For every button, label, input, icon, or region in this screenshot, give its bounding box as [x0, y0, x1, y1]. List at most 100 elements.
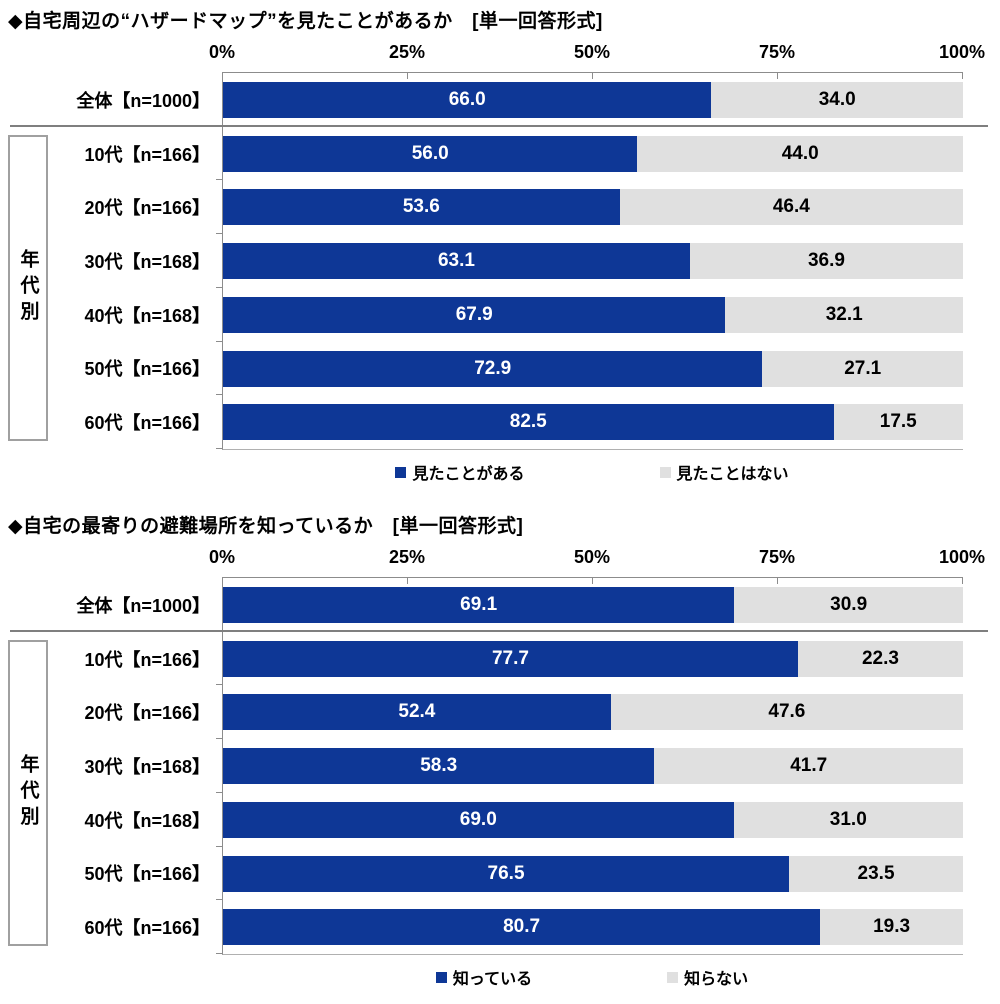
bar-segment-primary: 77.7 [223, 640, 798, 677]
legend: 見たことがある 見たことはない [222, 460, 962, 484]
separator-line [10, 630, 988, 632]
legend-swatch [435, 971, 447, 983]
chart-hazard-map-awareness: ◆自宅周辺の“ハザードマップ”を見たことがあるか [単一回答形式] 0% 25% 5… [0, 0, 1000, 500]
row-label: 20代【n=166】 [84, 198, 210, 219]
stacked-bar: 52.4 47.6 [223, 694, 963, 731]
legend-swatch [659, 466, 671, 478]
stacked-bar: 58.3 41.7 [223, 748, 963, 785]
bar-row: 全体【n=1000】 66.0 34.0 [76, 73, 963, 127]
group-label: 年代別 [17, 754, 39, 832]
category-axis-stub [216, 286, 223, 288]
bar-row: 60代【n=166】 82.5 17.5 [84, 395, 963, 449]
plot-area: 全体【n=1000】 66.0 34.0 10代【n=166】 56.0 44.0 20代【… [76, 72, 963, 450]
row-label: 20代【n=166】 [84, 703, 210, 724]
row-label: 10代【n=166】 [84, 649, 210, 670]
bar-value-label: 44.0 [781, 142, 819, 164]
bar-value-label: 36.9 [807, 250, 845, 272]
axis-tick-label: 100% [938, 42, 986, 62]
stacked-bar: 72.9 27.1 [223, 350, 963, 387]
legend-item: 見たことがある [395, 460, 525, 484]
stacked-bar: 56.0 44.0 [223, 135, 963, 172]
legend-item: 知っている [435, 965, 532, 989]
bar-value-label: 76.5 [487, 862, 525, 884]
bar-segment-secondary: 44.0 [637, 135, 963, 172]
bar-row: 40代【n=168】 67.9 32.1 [84, 288, 963, 342]
legend-label: 知らない [684, 971, 749, 988]
bar-value-label: 80.7 [503, 916, 541, 938]
x-axis-labels: 0% 25% 50% 75% 100% [209, 42, 985, 66]
bar-segment-secondary: 47.6 [610, 694, 963, 731]
axis-tick [962, 578, 963, 584]
bar-segment-primary: 53.6 [223, 189, 620, 226]
bar-segment-secondary: 23.5 [789, 855, 963, 892]
stacked-bar: 80.7 19.3 [223, 909, 963, 946]
bar-row: 10代【n=166】 56.0 44.0 [84, 127, 963, 181]
bar-value-label: 52.4 [398, 701, 436, 723]
bar-value-label: 47.6 [768, 701, 806, 723]
bar-value-label: 82.5 [509, 411, 547, 433]
bar-segment-secondary: 30.9 [734, 587, 963, 623]
axis-tick [962, 73, 963, 79]
bar-segment-primary: 72.9 [223, 350, 763, 387]
row-label: 60代【n=166】 [84, 413, 210, 434]
bar-value-label: 34.0 [818, 89, 856, 110]
bar-value-label: 56.0 [411, 142, 449, 164]
bar-row: 60代【n=166】 80.7 19.3 [84, 900, 963, 954]
bar-value-label: 22.3 [861, 647, 899, 669]
bar-segment-primary: 69.0 [223, 801, 734, 838]
axis-tick [592, 73, 593, 79]
bar-row: 30代【n=168】 63.1 36.9 [84, 234, 963, 288]
bar-segment-secondary: 27.1 [762, 350, 963, 387]
axis-tick [407, 578, 408, 584]
axis-tick-label: 75% [758, 547, 796, 567]
group-label-box: 年代別 [8, 135, 48, 441]
stacked-bar: 82.5 17.5 [223, 404, 963, 441]
bar-value-label: 66.0 [448, 89, 486, 110]
row-label: 40代【n=168】 [84, 810, 210, 831]
bar-segment-secondary: 19.3 [820, 909, 963, 946]
chart-title: ◆自宅周辺の“ハザードマップ”を見たことがあるか [単一回答形式] [8, 11, 603, 32]
axis-tick-label: 50% [573, 42, 611, 62]
category-axis-stub [216, 233, 223, 235]
bar-value-label: 53.6 [402, 196, 440, 218]
group-label: 年代別 [17, 249, 39, 327]
axis-tick-label: 25% [388, 42, 426, 62]
category-axis-stub [216, 845, 223, 847]
axis-tick-label: 0% [208, 42, 236, 62]
category-axis-stub [216, 340, 223, 342]
bar-segment-primary: 76.5 [223, 855, 790, 892]
bar-segment-primary: 67.9 [223, 296, 726, 333]
bar-value-label: 41.7 [790, 755, 828, 777]
group-label-box: 年代別 [8, 640, 48, 946]
bar-segment-secondary: 41.7 [654, 748, 963, 785]
row-label: 60代【n=166】 [84, 918, 210, 939]
bar-value-label: 30.9 [830, 594, 868, 615]
row-label: 全体【n=1000】 [76, 595, 210, 616]
bar-segment-secondary: 46.4 [619, 189, 963, 226]
bar-value-label: 31.0 [829, 808, 867, 830]
axis-tick [777, 578, 778, 584]
bar-segment-primary: 80.7 [223, 909, 821, 946]
bar-segment-primary: 69.1 [223, 587, 735, 623]
plot-area: 全体【n=1000】 69.1 30.9 10代【n=166】 77.7 22.3 20代【… [76, 577, 963, 955]
bar-segment-primary: 58.3 [223, 748, 655, 785]
bar-value-label: 19.3 [873, 916, 911, 938]
category-axis-stub [216, 738, 223, 740]
bar-value-label: 17.5 [879, 411, 917, 433]
axis-tick-label: 75% [758, 42, 796, 62]
axis-tick-label: 25% [388, 547, 426, 567]
legend: 知っている 知らない [222, 965, 962, 989]
x-axis-labels: 0% 25% 50% 75% 100% [209, 547, 985, 571]
bar-row: 50代【n=166】 76.5 23.5 [84, 847, 963, 901]
category-axis-stub [216, 394, 223, 396]
row-label: 10代【n=166】 [84, 144, 210, 165]
bar-segment-secondary: 22.3 [797, 640, 963, 677]
bar-value-label: 23.5 [857, 862, 895, 884]
stacked-bar: 76.5 23.5 [223, 855, 963, 892]
category-axis-stub [216, 791, 223, 793]
bar-segment-primary: 52.4 [223, 694, 611, 731]
bar-value-label: 69.0 [459, 808, 497, 830]
row-label: 30代【n=168】 [84, 756, 210, 777]
row-label: 全体【n=1000】 [76, 90, 210, 111]
